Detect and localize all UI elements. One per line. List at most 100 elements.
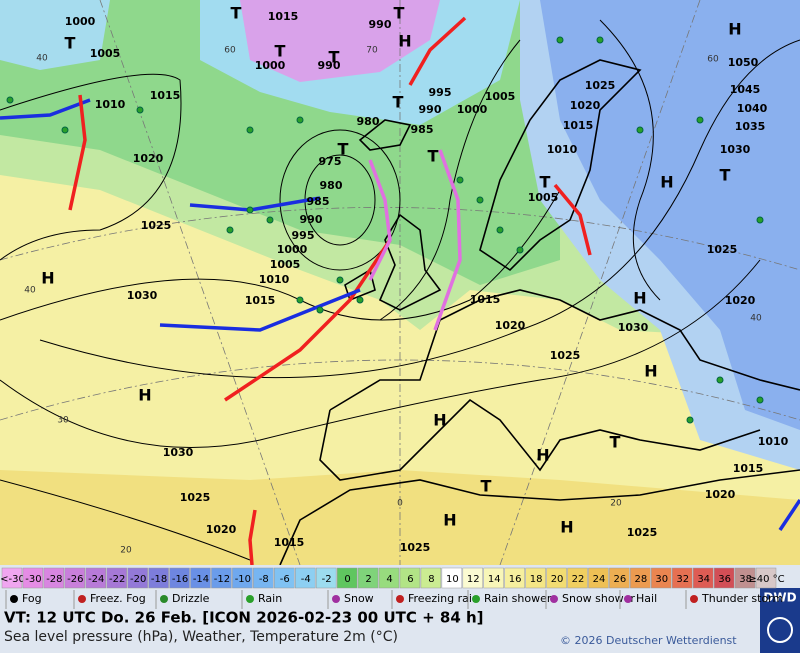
scale-cell (127, 567, 148, 589)
isobar-label: 1020 (705, 488, 736, 501)
scale-label: 22 (572, 574, 585, 585)
scale-label: 0 (344, 574, 350, 585)
isobar-label: 1025 (550, 349, 581, 362)
weather-symbol (61, 126, 69, 134)
longitude-line (499, 0, 701, 566)
weather-icon (332, 595, 340, 603)
scale-cell (713, 567, 735, 589)
isobar-label: 1020 (495, 319, 526, 332)
temp-field (240, 0, 440, 82)
isobar-label: 975 (319, 155, 342, 168)
pressure-center: H (398, 32, 411, 51)
scale-cell (253, 567, 274, 589)
isobar-label: 1025 (400, 541, 431, 554)
scale-label: -24 (88, 574, 104, 585)
isobar (0, 73, 182, 261)
temperature-label: 20 (120, 546, 132, 556)
scale-cell (755, 567, 777, 589)
weather-label: Rain shower (484, 592, 552, 605)
isobar (0, 189, 561, 321)
description: Sea level pressure (hPa), Weather, Tempe… (4, 629, 398, 645)
weather-icon (624, 595, 632, 603)
temperature-label: 40 (36, 54, 48, 64)
occlusion (433, 149, 462, 331)
coastlines (279, 59, 800, 566)
isobar-label: 1010 (95, 98, 126, 111)
weather-symbol (696, 116, 704, 124)
pressure-center: T (610, 433, 621, 452)
isobar-label: 1030 (127, 289, 158, 302)
isobar-label: 985 (411, 123, 434, 136)
weather-symbol (246, 206, 254, 214)
isobar-label: 1025 (141, 219, 172, 232)
scale-label: 16 (509, 574, 522, 585)
weather-symbol (136, 106, 144, 114)
scale-label: -4 (301, 574, 311, 585)
pressure-center: H (728, 20, 741, 39)
mediterranean-coast (319, 398, 761, 481)
scale-label: -8 (259, 574, 269, 585)
scale-label: -28 (46, 574, 62, 585)
pressure-center: T (275, 42, 286, 61)
scale-label: -18 (151, 574, 167, 585)
cold-front (0, 98, 91, 120)
temperature-label: 60 (224, 46, 236, 56)
isobar-label: 980 (357, 115, 380, 128)
scale-label: 4 (386, 574, 392, 585)
isobar-label: 990 (318, 59, 341, 72)
pressure-center: H (433, 411, 446, 430)
scale-label: 36 (718, 574, 731, 585)
scale-label: 38 (739, 574, 752, 585)
scale-cell (315, 567, 337, 589)
copyright: © 2026 Deutscher Wetterdienst (560, 634, 737, 647)
pressure-center: H (560, 518, 573, 537)
scale-cell (22, 567, 44, 589)
isobar-label: 1050 (728, 56, 759, 69)
scale-cell (378, 567, 400, 589)
scale-label: ≥40 °C (748, 574, 784, 585)
weather-icon (396, 595, 404, 603)
scale-cell (546, 567, 567, 589)
pressure-center: H (644, 362, 657, 381)
isobar-label: 1025 (585, 79, 616, 92)
isobar-label: 1045 (730, 83, 761, 96)
scale-label: -12 (214, 574, 230, 585)
isobar (0, 259, 761, 448)
scale-cell (190, 567, 211, 589)
weather-label: Thunder storm (701, 592, 783, 605)
scale-label: 8 (428, 574, 434, 585)
scale-cell (294, 567, 316, 589)
weather-symbol (756, 216, 764, 224)
weather-label: Freez. Fog (90, 592, 146, 605)
iceland (358, 119, 412, 151)
isobar-label: 1035 (735, 120, 766, 133)
isobar-label: 1010 (259, 273, 290, 286)
weather-symbol (556, 36, 564, 44)
africa-coast (279, 469, 800, 566)
isobar-label: 1005 (90, 47, 121, 60)
scale-cell (525, 567, 546, 589)
isobar-label: 990 (369, 18, 392, 31)
scale-cell (441, 567, 463, 589)
isobar-label: 1025 (180, 491, 211, 504)
scale-cell (588, 567, 609, 589)
weather-label: Drizzle (172, 592, 210, 605)
scale-label: -26 (67, 574, 83, 585)
scandinavia (479, 59, 642, 272)
weather-symbol (516, 246, 524, 254)
scale-label: -20 (130, 574, 146, 585)
europe-coast (329, 289, 800, 411)
weather-symbol (356, 296, 364, 304)
weather-icon (246, 595, 254, 603)
scale-cell (357, 567, 379, 589)
weather-icon (550, 595, 558, 603)
scale-cell (651, 567, 672, 589)
isobar-label: 1005 (485, 90, 516, 103)
isobar-label: 1000 (255, 59, 286, 72)
pressure-center: H (41, 269, 54, 288)
scale-cell (630, 567, 651, 589)
isobar-label: 1015 (470, 293, 501, 306)
scale-cell (43, 567, 65, 589)
scale-label: -16 (172, 574, 188, 585)
isobar (279, 129, 401, 271)
